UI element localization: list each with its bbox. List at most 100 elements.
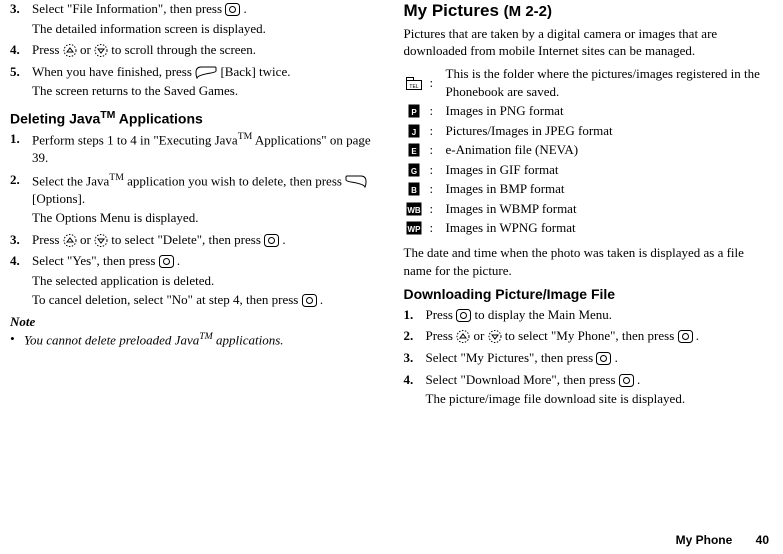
step-item: 3.Press or to select "Delete", then pres… bbox=[10, 231, 380, 251]
step-item: 1.Press to display the Main Menu. bbox=[404, 306, 774, 326]
format-icon-cell: G bbox=[404, 160, 430, 180]
page-footer: My Phone 40 bbox=[676, 532, 769, 548]
format-g-icon: G bbox=[408, 163, 420, 177]
right-softkey-icon bbox=[345, 175, 367, 188]
format-j-icon: J bbox=[408, 124, 420, 138]
step-line: Select "Yes", then press . bbox=[32, 252, 380, 270]
format-desc: e-Animation file (NEVA) bbox=[446, 140, 774, 160]
format-row: G:Images in GIF format bbox=[404, 160, 774, 180]
step-number: 1. bbox=[404, 306, 426, 326]
step-line: The selected application is deleted. bbox=[32, 272, 380, 290]
step-item: 4.Press or to scroll through the screen. bbox=[10, 41, 380, 61]
step-body: Press or to select "My Phone", then pres… bbox=[426, 327, 774, 347]
down-key-icon bbox=[488, 330, 502, 343]
step-body: Press or to select "Delete", then press … bbox=[32, 231, 380, 251]
svg-text:B: B bbox=[411, 186, 417, 195]
step-item: 3.Select "File Information", then press … bbox=[10, 0, 380, 39]
heading-download: Downloading Picture/Image File bbox=[404, 285, 774, 304]
format-colon: : bbox=[430, 179, 446, 199]
right-column: My Pictures (M 2-2) Pictures that are ta… bbox=[404, 0, 774, 412]
ok-button-icon bbox=[264, 234, 279, 247]
format-colon: : bbox=[430, 64, 446, 101]
step-body: Select "Yes", then press . The selected a… bbox=[32, 252, 380, 311]
up-key-icon bbox=[63, 44, 77, 57]
down-key-icon bbox=[94, 234, 108, 247]
step-line: The screen returns to the Saved Games. bbox=[32, 82, 380, 100]
step-item: 4.Select "Download More", then press .Th… bbox=[404, 371, 774, 410]
step-item: 2.Select the JavaTM application you wish… bbox=[10, 171, 380, 229]
format-desc: Images in WPNG format bbox=[446, 218, 774, 238]
step-number: 4. bbox=[10, 252, 32, 311]
step-number: 2. bbox=[404, 327, 426, 347]
step-item: 5.When you have finished, press [Back] t… bbox=[10, 63, 380, 102]
step-line: To cancel deletion, select "No" at step … bbox=[32, 291, 380, 309]
step-body: Select "File Information", then press .T… bbox=[32, 0, 380, 39]
format-colon: : bbox=[430, 160, 446, 180]
format-colon: : bbox=[430, 101, 446, 121]
step-line: Press or to select "My Phone", then pres… bbox=[426, 327, 774, 345]
date-note: The date and time when the photo was tak… bbox=[404, 244, 774, 279]
step-number: 1. bbox=[10, 130, 32, 168]
heading-text: My Pictures bbox=[404, 1, 499, 20]
ok-button-icon bbox=[456, 309, 471, 322]
format-icon-cell: WP bbox=[404, 218, 430, 238]
svg-text:WP: WP bbox=[407, 225, 421, 234]
step-line: Select "My Pictures", then press . bbox=[426, 349, 774, 367]
format-colon: : bbox=[430, 121, 446, 141]
format-row: B:Images in BMP format bbox=[404, 179, 774, 199]
left-column: 3.Select "File Information", then press … bbox=[10, 0, 380, 412]
step-line: Select the JavaTM application you wish t… bbox=[32, 171, 380, 207]
format-row: TEL:This is the folder where the picture… bbox=[404, 64, 774, 101]
svg-text:E: E bbox=[411, 147, 417, 156]
left-softkey-icon bbox=[195, 66, 217, 79]
step-item: 3.Select "My Pictures", then press . bbox=[404, 349, 774, 369]
step-number: 4. bbox=[404, 371, 426, 410]
step-number: 5. bbox=[10, 63, 32, 102]
svg-text:TEL: TEL bbox=[409, 84, 418, 90]
format-desc: This is the folder where the pictures/im… bbox=[446, 64, 774, 101]
format-e-icon: E bbox=[408, 143, 420, 157]
format-icon-cell: J bbox=[404, 121, 430, 141]
step-item: 2.Press or to select "My Phone", then pr… bbox=[404, 327, 774, 347]
step-line: Select "Download More", then press . bbox=[426, 371, 774, 389]
format-row: E:e-Animation file (NEVA) bbox=[404, 140, 774, 160]
heading-my-pictures: My Pictures (M 2-2) bbox=[404, 0, 774, 23]
svg-text:J: J bbox=[411, 128, 415, 137]
step-body: Select "My Pictures", then press . bbox=[426, 349, 774, 369]
ok-button-icon bbox=[619, 374, 634, 387]
format-colon: : bbox=[430, 218, 446, 238]
note-label: Note bbox=[10, 313, 380, 331]
heading-deleting: Deleting JavaTM Applications bbox=[10, 108, 380, 129]
step-line: The picture/image file download site is … bbox=[426, 390, 774, 408]
up-key-icon bbox=[456, 330, 470, 343]
step-line: The detailed information screen is displ… bbox=[32, 20, 380, 38]
ok-button-icon bbox=[678, 330, 693, 343]
format-icon-cell: TEL bbox=[404, 64, 430, 101]
step-line: Press or to scroll through the screen. bbox=[32, 41, 380, 59]
format-desc: Images in WBMP format bbox=[446, 199, 774, 219]
format-desc: Pictures/Images in JPEG format bbox=[446, 121, 774, 141]
ok-button-icon bbox=[225, 3, 240, 16]
step-line: Press or to select "Delete", then press … bbox=[32, 231, 380, 249]
ok-button-icon bbox=[159, 255, 174, 268]
step-item: 4.Select "Yes", then press . The selected… bbox=[10, 252, 380, 311]
step-number: 3. bbox=[404, 349, 426, 369]
format-row: P:Images in PNG format bbox=[404, 101, 774, 121]
format-b-icon: B bbox=[408, 182, 420, 196]
steps-delete: 1.Perform steps 1 to 4 in "Executing Jav… bbox=[10, 130, 380, 311]
up-key-icon bbox=[63, 234, 77, 247]
format-icon-cell: E bbox=[404, 140, 430, 160]
step-body: Press to display the Main Menu. bbox=[426, 306, 774, 326]
format-wb-icon: WB bbox=[406, 202, 422, 216]
step-line: Perform steps 1 to 4 in "Executing JavaT… bbox=[32, 130, 380, 166]
format-p-icon: P bbox=[408, 104, 420, 118]
step-body: Press or to scroll through the screen. bbox=[32, 41, 380, 61]
format-row: WP:Images in WPNG format bbox=[404, 218, 774, 238]
phonebook-folder-icon: TEL bbox=[406, 77, 422, 90]
format-table: TEL:This is the folder where the picture… bbox=[404, 64, 774, 238]
format-icon-cell: WB bbox=[404, 199, 430, 219]
step-number: 3. bbox=[10, 0, 32, 39]
step-body: Select the JavaTM application you wish t… bbox=[32, 171, 380, 229]
format-row: J:Pictures/Images in JPEG format bbox=[404, 121, 774, 141]
step-line: When you have finished, press [Back] twi… bbox=[32, 63, 380, 81]
